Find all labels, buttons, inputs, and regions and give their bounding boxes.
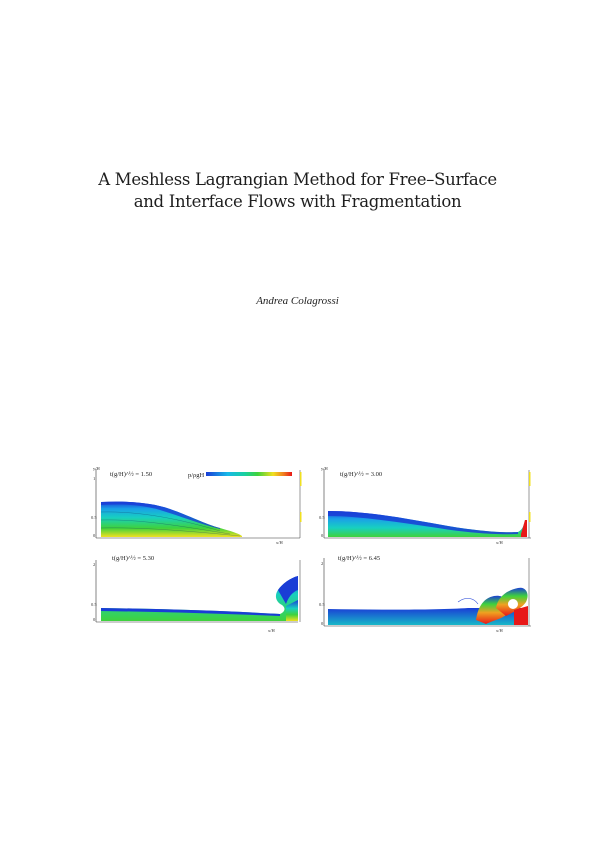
svg-text:x/H: x/H <box>496 540 504 545</box>
title-line-2: and Interface Flows with Fragmentation <box>133 192 462 211</box>
panel-4-time-label: t(g/H)^½ = 6.45 <box>338 555 380 562</box>
svg-text:x/H: x/H <box>276 540 284 545</box>
title-line-1: A Meshless Lagrangian Method for Free–Su… <box>98 170 497 189</box>
svg-text:2: 2 <box>93 562 95 567</box>
svg-text:0.5: 0.5 <box>91 602 97 607</box>
panel-3-plot: 2 0.5 0 t(g/H)^½ = 5.30 x/H <box>91 555 301 633</box>
svg-text:y/H: y/H <box>321 466 329 471</box>
svg-text:0: 0 <box>93 533 96 538</box>
colorbar-label: p/ρgH <box>188 472 205 479</box>
author-name: Andrea Colagrossi <box>256 295 339 307</box>
figure-panel-2: y/H 0.5 0 t(g/H)^½ = 3.00 x/H <box>318 464 533 550</box>
svg-text:0: 0 <box>93 617 96 622</box>
colorbar <box>206 472 292 476</box>
svg-text:x/H: x/H <box>268 628 276 633</box>
svg-text:1: 1 <box>93 476 95 481</box>
figure-panel-1: y/H 1 0.5 0 t(g/H)^½ = 1.50 p/ρgH x/H <box>90 464 302 550</box>
panel-1-plot: y/H 1 0.5 0 t(g/H)^½ = 1.50 p/ρgH x/H <box>91 466 302 545</box>
panel-2-time-label: t(g/H)^½ = 3.00 <box>340 471 382 478</box>
svg-text:2: 2 <box>321 561 323 566</box>
svg-text:0: 0 <box>321 621 324 626</box>
paper-title: A Meshless Lagrangian Method for Free–Su… <box>0 169 595 213</box>
panel-3-time-label: t(g/H)^½ = 5.30 <box>112 555 154 562</box>
svg-text:0: 0 <box>321 533 324 538</box>
svg-text:x/H: x/H <box>496 628 504 633</box>
svg-text:0.5: 0.5 <box>319 515 325 520</box>
panel-2-plot: y/H 0.5 0 t(g/H)^½ = 3.00 x/H <box>319 466 531 545</box>
svg-text:0.5: 0.5 <box>91 515 97 520</box>
svg-text:0.5: 0.5 <box>319 602 325 607</box>
panel-4-plot: 2 0.5 0 t(g/H)^½ = 6.45 x/H <box>319 555 531 633</box>
figure-panel-3: 2 0.5 0 t(g/H)^½ = 5.30 x/H <box>90 550 302 638</box>
svg-text:y/H: y/H <box>93 466 101 471</box>
figure-panel-4: 2 0.5 0 t(g/H)^½ = 6.45 x/H <box>318 550 533 638</box>
panel-1-time-label: t(g/H)^½ = 1.50 <box>110 471 152 478</box>
